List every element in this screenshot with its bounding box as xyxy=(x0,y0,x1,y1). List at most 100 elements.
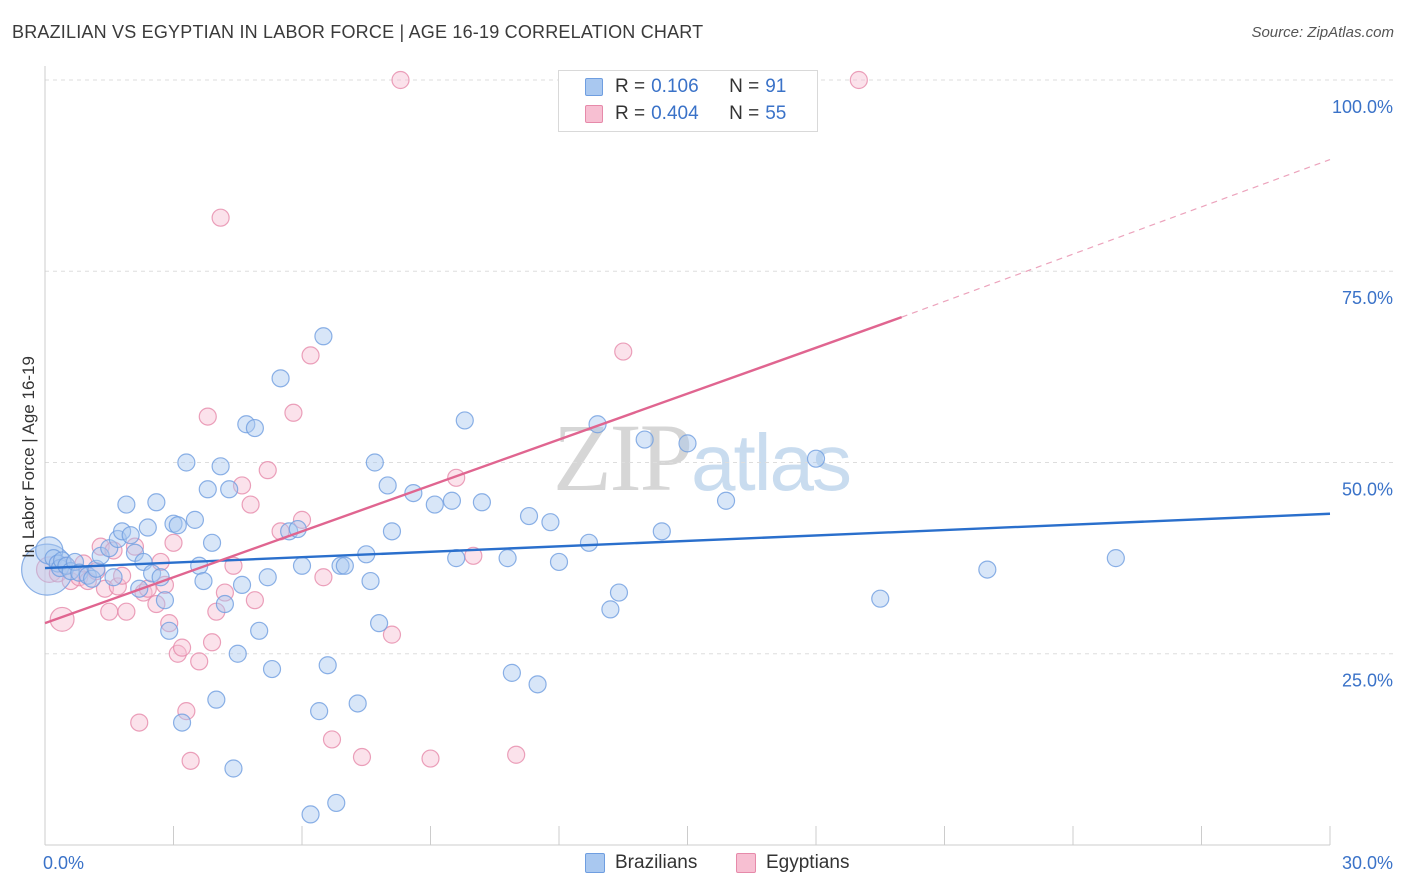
egyptian-point xyxy=(211,208,230,227)
brazilian-point xyxy=(442,491,462,510)
egyptian-point xyxy=(177,702,196,721)
brazilian-point xyxy=(224,759,243,778)
trend-line-brazilians xyxy=(44,512,1331,570)
brazilian-point xyxy=(245,418,264,438)
brazilian-point xyxy=(335,556,354,575)
egyptian-point xyxy=(245,591,264,610)
egyptian-point xyxy=(258,461,277,480)
brazilian-point xyxy=(202,533,222,552)
egyptian-point xyxy=(147,594,166,614)
trend-extension-egyptians xyxy=(901,158,1331,318)
brazilian-point xyxy=(541,513,560,532)
brazilian-point xyxy=(370,614,389,633)
brazilian-point xyxy=(207,690,226,709)
egyptian-point xyxy=(314,568,333,587)
legend-swatch-egyptians xyxy=(736,853,756,873)
brazilian-point xyxy=(425,495,444,514)
legend-swatch-brazilians xyxy=(585,853,605,873)
brazilian-point xyxy=(652,522,671,541)
brazilian-point xyxy=(220,480,239,499)
brazilian-point xyxy=(104,568,123,587)
brazilian-point xyxy=(83,569,102,588)
egyptian-point xyxy=(224,556,243,575)
egyptian-point xyxy=(301,346,320,365)
legend-r-label: R = xyxy=(615,103,646,124)
brazilian-point xyxy=(455,411,474,430)
egyptian-point xyxy=(507,745,526,764)
egyptian-point xyxy=(241,495,260,514)
brazilian-point xyxy=(117,495,136,514)
egyptian-point xyxy=(202,633,222,652)
grid-lines xyxy=(45,79,1395,655)
brazilian-point xyxy=(228,644,247,663)
brazilian-point xyxy=(172,713,192,732)
brazilian-point xyxy=(232,575,252,595)
legend-item-brazilians: Brazilians xyxy=(585,852,697,874)
brazilian-point xyxy=(678,434,697,453)
brazilian-point xyxy=(262,659,282,679)
brazilians-points xyxy=(21,327,1125,824)
brazilian-point xyxy=(198,480,217,499)
egyptian-point xyxy=(160,614,179,633)
egyptian-point xyxy=(108,577,127,596)
brazilian-point xyxy=(549,552,569,572)
egyptian-point xyxy=(117,602,136,621)
axes xyxy=(44,66,1331,846)
egyptians-points xyxy=(35,70,868,770)
watermark-zip: ZIP xyxy=(553,404,693,511)
y-tick-label-75: 75.0% xyxy=(1342,288,1393,308)
legend-swatch-blue xyxy=(585,78,603,96)
brazilian-point xyxy=(382,522,402,541)
legend-row-egyptians: R = 0.404 N = 55 xyxy=(559,101,787,127)
legend-n-value: 91 xyxy=(765,76,787,97)
x-tick-label-min: 0.0% xyxy=(43,853,84,873)
y-tick-label-100: 100.0% xyxy=(1332,97,1393,117)
egyptian-point xyxy=(125,537,145,556)
y-tick-label-25: 25.0% xyxy=(1342,671,1393,691)
egyptian-point xyxy=(382,625,402,644)
brazilian-point xyxy=(271,369,290,388)
x-tick-label-max: 30.0% xyxy=(1342,853,1393,873)
stats-legend: R = 0.106 N = 91 R = 0.404 N = 55 xyxy=(558,70,818,132)
brazilian-point xyxy=(447,549,466,568)
legend-n-value: 55 xyxy=(765,103,787,124)
brazilian-point xyxy=(635,430,654,449)
brazilian-point xyxy=(160,621,179,640)
brazilian-point xyxy=(609,583,629,602)
egyptian-point xyxy=(352,747,372,767)
egyptian-point xyxy=(292,510,312,529)
egyptian-point xyxy=(49,606,75,632)
brazilian-point xyxy=(155,591,175,610)
y-tick-label-50: 50.0% xyxy=(1342,479,1393,499)
egyptian-point xyxy=(421,749,440,768)
brazilian-point xyxy=(112,522,132,541)
brazilian-point xyxy=(314,327,333,346)
brazilian-point xyxy=(528,675,547,694)
legend-label-brazilians: Brazilians xyxy=(615,852,698,873)
egyptian-point xyxy=(130,713,149,732)
brazilian-point xyxy=(168,516,187,535)
legend-r-value: 0.404 xyxy=(651,103,699,124)
legend-row-brazilians: R = 0.106 N = 91 xyxy=(559,74,787,100)
brazilian-point xyxy=(215,594,234,614)
brazilian-point xyxy=(211,457,230,476)
egyptian-point xyxy=(198,407,217,426)
legend-r-label: R = xyxy=(615,76,646,97)
brazilian-point xyxy=(250,621,269,640)
egyptian-point xyxy=(284,403,303,422)
brazilian-point xyxy=(348,694,367,713)
brazilian-point xyxy=(194,571,213,591)
brazilian-point xyxy=(177,453,196,472)
brazilian-point xyxy=(258,568,277,587)
trend-lines xyxy=(44,158,1331,625)
legend-swatch-pink xyxy=(585,105,603,123)
egyptian-point xyxy=(181,751,200,770)
legend-label-egyptians: Egyptians xyxy=(766,852,850,873)
brazilian-point xyxy=(237,415,256,434)
legend-item-egyptians: Egyptians xyxy=(736,852,849,874)
egyptian-point xyxy=(849,70,868,90)
egyptian-point xyxy=(391,70,410,90)
egyptian-point xyxy=(100,602,119,621)
legend-n-label: N = xyxy=(729,76,760,97)
